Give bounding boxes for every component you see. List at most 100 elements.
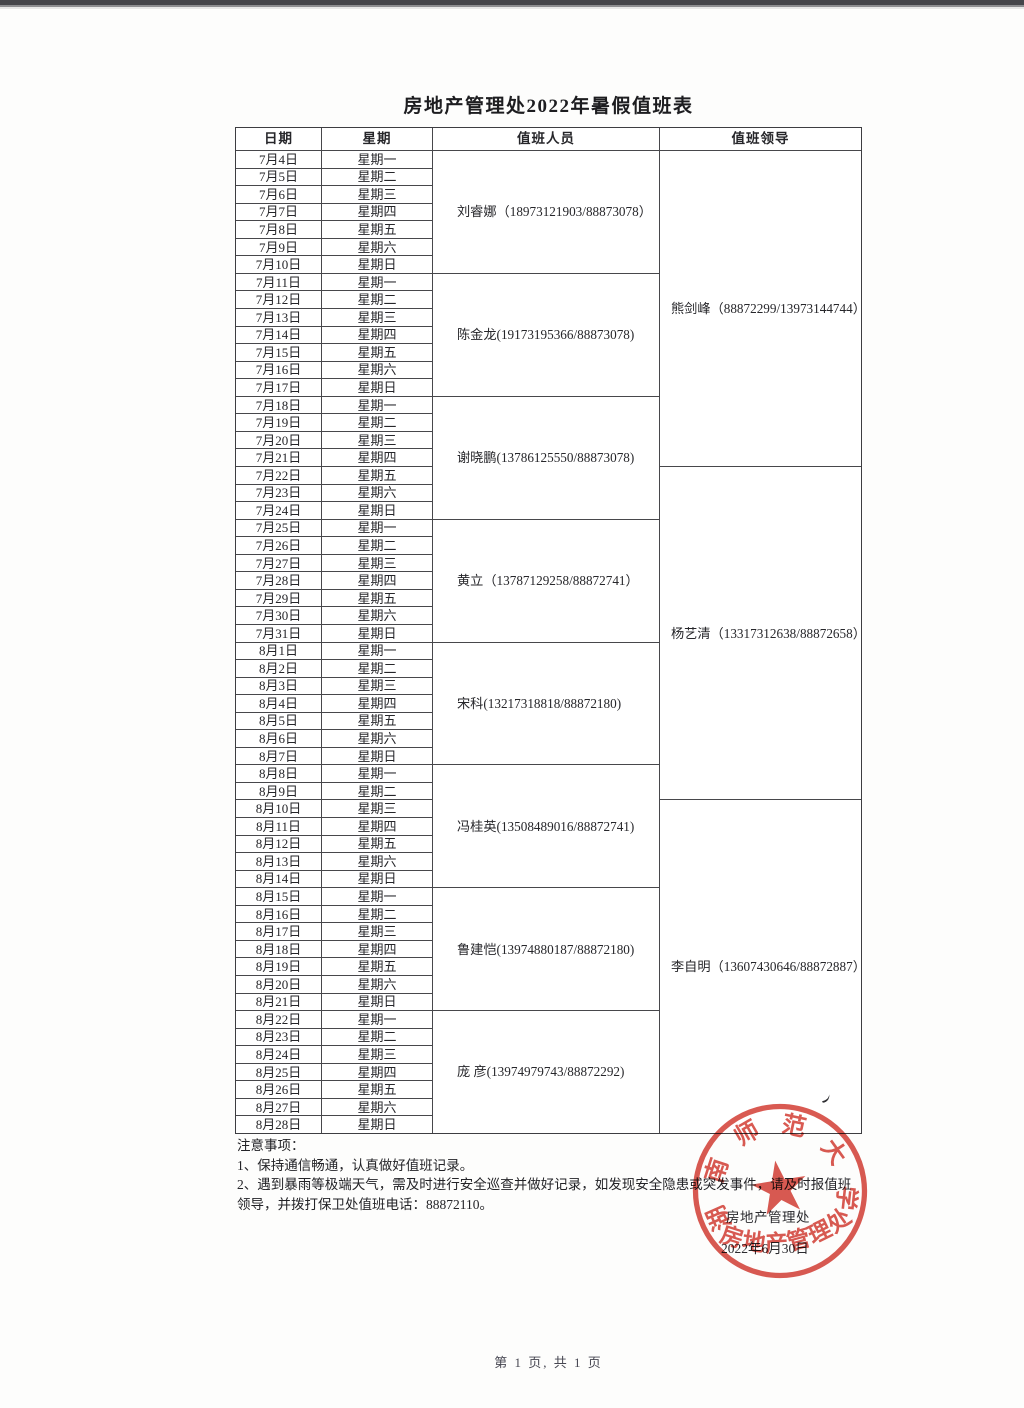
weekday-cell: 星期三 (322, 308, 432, 326)
date-cell: 8月2日 (236, 660, 321, 677)
notes-heading: 注意事项： (237, 1138, 305, 1153)
duty-person-cell: 刘睿娜（18973121903/88873078） (433, 151, 659, 273)
weekday-cell: 星期五 (322, 344, 432, 361)
signature-org: 房地产管理处 (726, 1210, 810, 1225)
weekday-cell: 星期四 (322, 818, 432, 835)
weekday-cell: 星期二 (322, 537, 432, 554)
duty-schedule-table: 日期 星期 值班人员 值班领导 7月4日 星期一 7月5日 星期二 7月6日 星期三 7月7日 星期四… (235, 127, 862, 1134)
stamp-arc-char: 南 (701, 1155, 734, 1186)
weekday-cell: 星期四 (322, 203, 432, 221)
weekday-cell: 星期五 (322, 589, 432, 607)
weekday-cell: 星期一 (322, 765, 432, 782)
date-cell: 8月1日 (236, 642, 321, 660)
weekday-cell: 星期六 (322, 361, 432, 379)
weekday-cell: 星期三 (322, 1046, 432, 1063)
weekday-cell: 星期日 (322, 993, 432, 1011)
date-cell: 8月3日 (236, 677, 321, 695)
duty-person-cell: 鲁建恺(13974880187/88872180) (433, 888, 659, 1011)
weekday-cell: 星期日 (322, 502, 432, 519)
date-cell: 7月12日 (236, 291, 321, 308)
duty-person-cell: 庞 彦(13974979743/88872292) (433, 1011, 659, 1133)
date-cell: 8月9日 (236, 782, 321, 800)
date-cell: 8月12日 (236, 835, 321, 853)
weekday-cell: 星期六 (322, 1098, 432, 1116)
weekday-cell: 星期六 (322, 484, 432, 502)
date-cell: 8月10日 (236, 800, 321, 818)
date-cell: 8月15日 (236, 888, 321, 905)
weekday-cell: 星期二 (322, 291, 432, 308)
date-cell: 7月14日 (236, 326, 321, 344)
page-footer: 第 1 页, 共 1 页 (494, 1355, 603, 1370)
stamp-star-icon (751, 1160, 806, 1215)
date-cell: 7月16日 (236, 361, 321, 379)
duty-person-cell: 谢晓鹏(13786125550/88873078) (433, 396, 659, 519)
date-cell: 8月14日 (236, 870, 321, 888)
date-cell: 7月11日 (236, 273, 321, 291)
weekday-cell: 星期一 (322, 396, 432, 414)
weekday-cell: 星期五 (322, 466, 432, 484)
note-item-1: 1、保持通信畅通，认真做好值班记录。 (237, 1157, 474, 1173)
date-cell: 8月17日 (236, 923, 321, 940)
weekday-cell: 星期二 (322, 1028, 432, 1046)
weekday-cell: 星期三 (322, 800, 432, 818)
date-cell: 8月28日 (236, 1116, 321, 1133)
weekday-cell: 星期一 (322, 273, 432, 291)
date-cell: 8月22日 (236, 1011, 321, 1028)
date-cell: 7月5日 (236, 168, 321, 186)
weekday-cell: 星期六 (322, 238, 432, 256)
page-title: 房地产管理处2022年暑假值班表 (403, 96, 694, 117)
date-cell: 7月29日 (236, 589, 321, 607)
weekday-cell: 星期二 (322, 905, 432, 923)
date-cell: 7月28日 (236, 572, 321, 589)
date-cell: 7月31日 (236, 624, 321, 642)
date-cell: 8月24日 (236, 1046, 321, 1063)
date-cell: 8月5日 (236, 712, 321, 730)
weekday-cell: 星期一 (322, 519, 432, 537)
date-cell: 7月8日 (236, 221, 321, 238)
column-header: 值班领导 (660, 128, 861, 150)
weekday-cell: 星期四 (322, 449, 432, 466)
date-cell: 7月21日 (236, 449, 321, 466)
weekday-cell: 星期五 (322, 712, 432, 730)
weekday-cell: 星期一 (322, 1011, 432, 1028)
weekday-cell: 星期日 (322, 624, 432, 642)
weekday-cell: 星期日 (322, 1116, 432, 1133)
date-cell: 8月26日 (236, 1081, 321, 1098)
date-cell: 8月6日 (236, 730, 321, 747)
stamp-ring (692, 1103, 868, 1279)
weekday-cell: 星期三 (322, 431, 432, 449)
duty-leader-cell: 熊剑峰（88872299/13973144744） (660, 151, 861, 466)
column-header: 星期 (322, 128, 432, 150)
date-cell: 7月26日 (236, 537, 321, 554)
date-cell: 7月13日 (236, 308, 321, 326)
weekday-cell: 星期四 (322, 940, 432, 958)
date-cell: 7月30日 (236, 607, 321, 624)
date-cell: 8月16日 (236, 905, 321, 923)
weekday-cell: 星期六 (322, 976, 432, 993)
date-cell: 7月24日 (236, 502, 321, 519)
weekday-cell: 星期日 (322, 379, 432, 396)
weekday-cell: 星期五 (322, 221, 432, 238)
date-cell: 7月18日 (236, 396, 321, 414)
date-cell: 8月7日 (236, 747, 321, 765)
weekday-cell: 星期日 (322, 256, 432, 273)
date-cell: 7月19日 (236, 414, 321, 431)
weekday-cell: 星期二 (322, 168, 432, 186)
weekday-cell: 星期一 (322, 888, 432, 905)
duty-person-cell: 黄立（13787129258/88872741） (433, 519, 659, 642)
date-cell: 8月25日 (236, 1063, 321, 1081)
duty-person-cell: 宋科(13217318818/88872180) (433, 642, 659, 765)
weekday-cell: 星期六 (322, 607, 432, 624)
weekday-cell: 星期三 (322, 554, 432, 572)
date-cell: 8月13日 (236, 853, 321, 870)
weekday-cell: 星期六 (322, 730, 432, 747)
date-cell: 8月21日 (236, 993, 321, 1011)
date-cell: 8月11日 (236, 818, 321, 835)
date-cell: 7月4日 (236, 151, 321, 168)
weekday-cell: 星期四 (322, 1063, 432, 1081)
duty-person-cell: 冯桂英(13508489016/88872741) (433, 765, 659, 888)
weekday-cell: 星期二 (322, 414, 432, 431)
date-cell: 8月4日 (236, 695, 321, 712)
weekday-cell: 星期四 (322, 326, 432, 344)
